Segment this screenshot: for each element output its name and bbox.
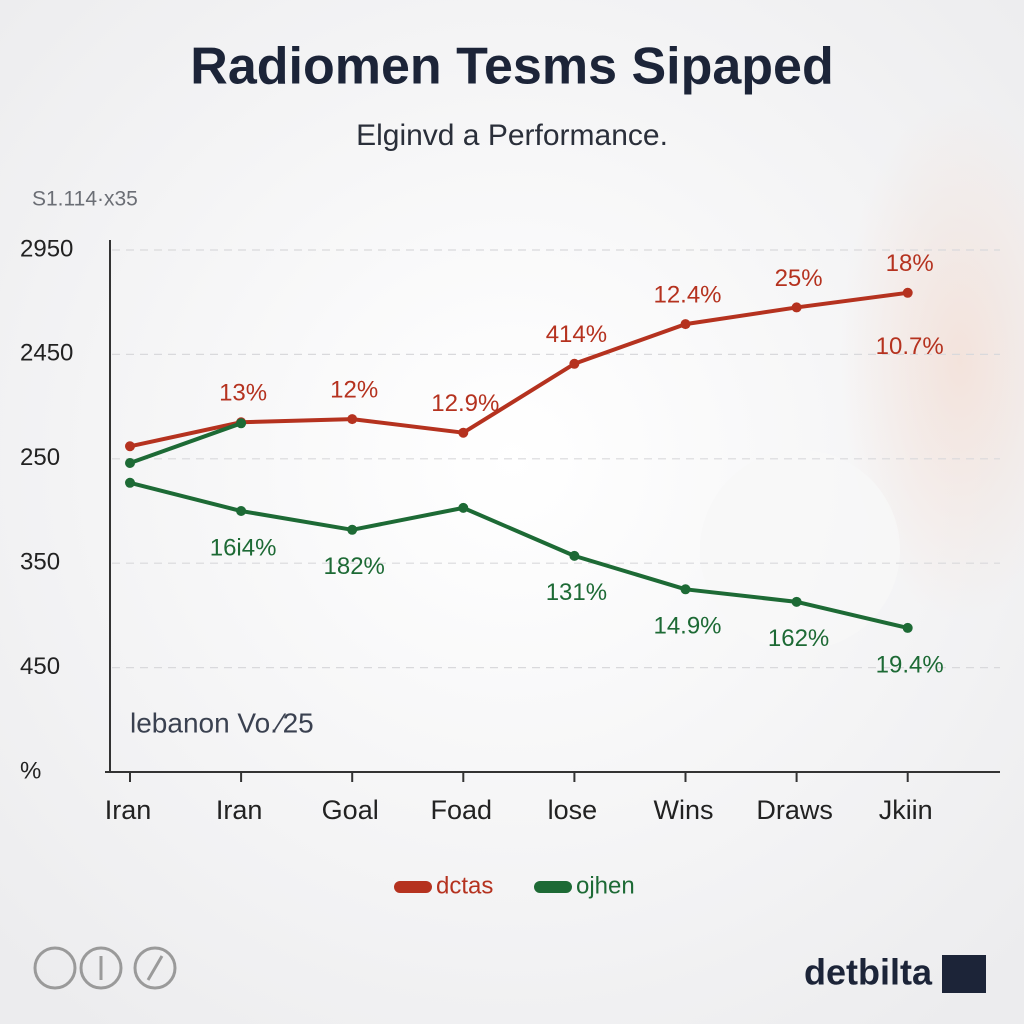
x-tick-label: Jkiin (879, 795, 933, 825)
point (458, 502, 469, 513)
data-label: 14.9% (653, 613, 721, 640)
data-label: 12% (330, 376, 378, 403)
x-tick-label: Iran (216, 795, 263, 825)
icon (146, 955, 164, 981)
data-label: 18% (886, 250, 934, 277)
data-label: 414% (546, 321, 607, 348)
x-tick-label: Iran (105, 795, 152, 825)
inner-label: lebanon Vo.⁄25 (130, 707, 314, 738)
y-tick-label: 450 (20, 653, 60, 680)
data-label: 12.4% (653, 281, 721, 308)
decoration (700, 450, 900, 650)
point (125, 477, 135, 488)
chart-subtitle: Elginvd a Performance. (356, 119, 668, 152)
point (347, 524, 358, 535)
x-tick-label: Draws (756, 795, 833, 825)
y-tick-label: 350 (20, 549, 60, 576)
y-tick-label: 2950 (20, 235, 73, 262)
icon (133, 946, 177, 990)
point (347, 414, 358, 425)
point (680, 319, 691, 330)
x-tick-label: Foad (431, 795, 493, 825)
point (791, 596, 802, 607)
point (236, 506, 247, 516)
footer-icons (33, 946, 177, 990)
data-label: 16i4% (210, 534, 277, 561)
icon (79, 946, 123, 990)
data-label: 12.9% (431, 390, 499, 417)
icon (33, 946, 77, 990)
data-label: 131% (546, 579, 607, 606)
data-label: 25% (775, 265, 823, 292)
brand-logo (942, 955, 986, 993)
point (902, 622, 913, 633)
point (791, 302, 802, 313)
x-tick-label: lose (548, 795, 598, 825)
point (569, 358, 580, 369)
legend-label: dctas (436, 872, 493, 899)
chart-title: Radiomen Tesms Sipaped (190, 38, 833, 96)
x-tick-label: Wins (654, 795, 714, 825)
point (125, 441, 135, 452)
point (902, 287, 913, 298)
legend-label: ojhen (576, 872, 635, 899)
note: S1.114·x35 (32, 188, 138, 211)
point (680, 584, 691, 595)
brand: detbilta (804, 952, 933, 993)
y-tick-label: 2450 (20, 340, 73, 367)
line (129, 421, 242, 465)
line (129, 290, 908, 449)
point (125, 457, 135, 468)
point (569, 550, 580, 561)
decoration (840, 100, 1024, 620)
line (129, 480, 909, 630)
data-label: 13% (219, 380, 267, 407)
x-tick-label: Goal (322, 795, 379, 825)
data-label: 182% (324, 553, 385, 580)
point (236, 418, 247, 429)
data-label: 19.4% (876, 651, 944, 678)
point (458, 427, 469, 438)
data-label: 162% (768, 625, 829, 652)
data-label: 10.7% (876, 333, 944, 360)
y-tick-label: 250 (20, 444, 60, 471)
y-tick-label: % (20, 757, 41, 784)
